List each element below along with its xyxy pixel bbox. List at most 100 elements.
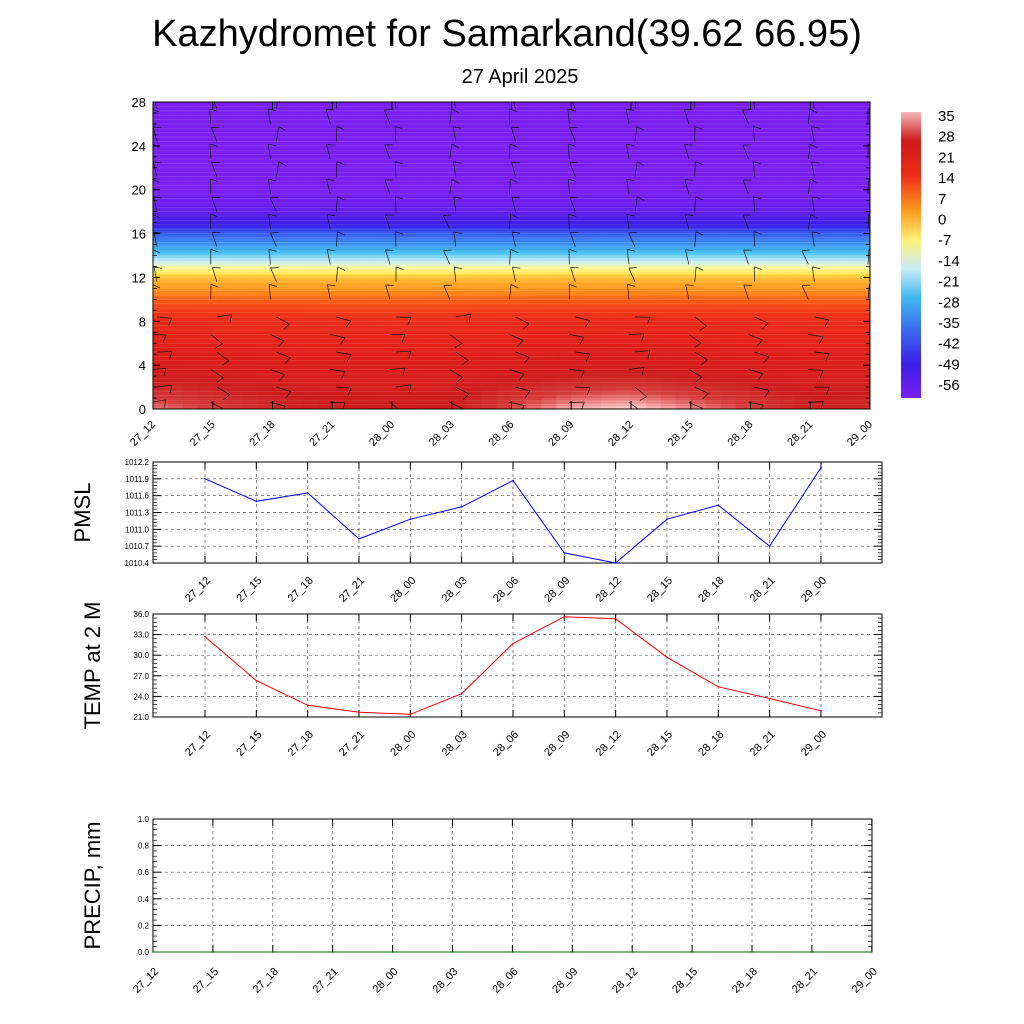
temperature-cell [302,159,319,163]
temperature-cell [855,362,870,366]
temperature-cell [481,102,498,106]
temperature-cell [242,340,259,344]
temperature-cell [421,200,438,205]
temperature-cell [317,260,333,265]
temperature-cell [212,280,229,284]
temperature-cell [153,115,169,120]
temperature-cell [586,154,602,158]
temperature-cell [421,252,438,257]
temperature-cell [720,148,737,153]
temperature-cell [182,384,199,388]
temperature-cell [227,354,244,358]
temperature-cell [197,282,214,287]
temperature-cell [526,329,543,333]
temperature-cell [197,104,214,109]
temperature-cell [421,181,438,185]
temperature-cell [347,337,363,342]
temperature-cell [825,304,841,309]
temperature-cell [810,365,826,369]
temperature-cell [421,282,438,287]
temperature-cell [153,359,169,364]
temperature-cell [377,367,393,372]
temperature-cell [825,241,841,246]
temperature-cell [660,206,677,210]
temperature-cell [810,208,826,213]
temperature-cell [780,384,797,388]
temperature-cell [421,143,438,147]
temperature-cell [840,326,856,331]
temperature-cell [675,337,692,342]
temperature-cell [287,156,304,161]
temperature-cell [153,345,169,350]
temperature-cell [197,165,214,169]
temperature-cell [212,176,229,180]
temperature-cell [392,252,408,257]
temperature-cell [735,192,752,196]
temperature-cell [660,134,677,139]
temperature-cell [795,208,811,213]
temperature-cell [526,170,543,174]
temperature-cell [332,263,348,268]
temperature-cell [645,334,662,339]
temperature-cell [586,206,602,210]
temperature-cell [780,159,797,163]
temperature-cell [272,176,289,180]
temperature-cell [167,376,184,380]
temperature-cell [496,244,513,248]
temperature-cell [511,239,528,243]
temperature-cell [541,269,558,273]
temperature-cell [436,329,453,333]
temperature-cell [466,321,483,325]
temperature-cell [780,165,797,169]
temperature-cell [406,310,423,314]
temperature-cell [317,343,333,347]
temperature-cell [272,173,289,177]
temperature-cell [825,173,841,177]
temperature-cell [601,340,617,344]
temperature-cell [451,126,468,131]
temperature-cell [735,343,752,347]
temperature-cell [765,162,782,166]
temperature-cell [735,263,752,268]
temperature-cell [466,291,483,295]
temperature-cell [825,184,841,188]
temperature-cell [406,211,423,216]
temperature-cell [780,354,797,358]
temperature-cell [780,378,797,383]
temperature-cell [720,285,737,290]
temperature-cell [347,381,363,386]
temperature-cell [227,299,244,303]
temperature-cell [586,304,602,309]
temperature-cell [526,195,543,199]
temperature-cell [182,208,199,213]
temperature-cell [601,192,617,196]
temperature-cell [840,123,856,128]
temperature-cell [556,208,572,213]
temperature-cell [645,318,662,322]
temperature-cell [645,307,662,312]
temperature-cell [556,318,572,322]
temperature-cell [750,217,767,221]
temperature-cell [795,189,811,194]
temperature-cell [571,156,587,161]
temperature-cell [750,247,767,251]
temperature-cell [586,132,602,136]
temperature-cell [616,156,632,161]
temperature-cell [660,192,677,196]
temperature-cell [496,134,513,139]
temperature-cell [840,367,856,372]
temperature-cell [825,334,841,339]
temperature-cell [377,307,393,312]
temperature-cell [735,228,752,232]
temperature-cell [332,186,348,191]
temperature-cell [167,178,184,183]
temperature-cell [421,288,438,292]
temperature-cell [392,324,408,328]
temperature-cell [645,167,662,172]
temperature-cell [302,145,319,150]
temperature-cell [257,244,274,248]
temperature-cell [810,326,826,331]
temperature-cell [436,134,453,139]
temperature-cell [302,255,319,259]
temperature-cell [167,285,184,290]
